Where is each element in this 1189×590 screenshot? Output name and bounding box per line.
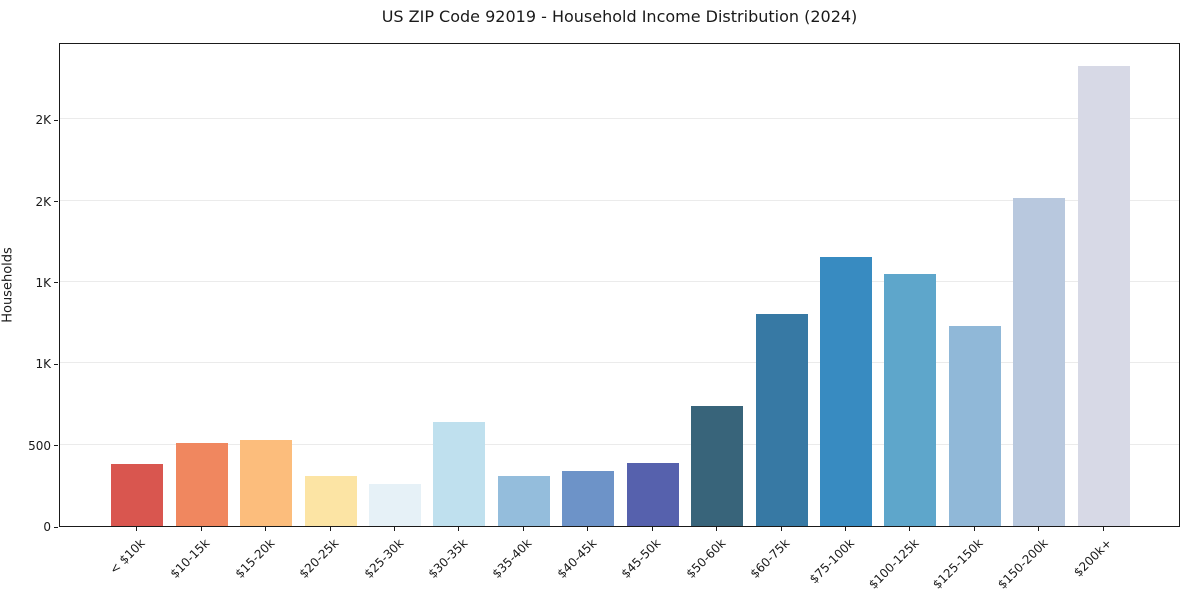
plot-area	[59, 43, 1180, 527]
x-tick-label: $25-30k	[361, 536, 406, 581]
x-tick-label: $40-45k	[554, 536, 600, 581]
gridline-y-1000	[60, 362, 1179, 364]
bar-60-75k	[755, 313, 808, 526]
x-tick-mark	[393, 527, 395, 531]
bar-45-50k	[626, 462, 679, 526]
bar-50-60k	[691, 406, 744, 526]
x-tick-label: $150-200k	[994, 536, 1051, 590]
x-tick-label: $100-125k	[865, 536, 922, 590]
bar-125-150k	[948, 325, 1001, 526]
x-tick-mark	[587, 527, 589, 531]
x-tick-mark	[265, 527, 267, 531]
bar-75-100k	[820, 256, 873, 526]
y-tick-mark	[54, 201, 58, 203]
y-tick-label: 500	[28, 438, 51, 453]
bar-200k+	[1077, 66, 1130, 526]
bar-35-40k	[497, 475, 550, 526]
x-tick-label: $20-25k	[296, 536, 342, 581]
y-tick-label: 2K	[35, 113, 51, 128]
bar-30-35k	[433, 421, 486, 526]
x-tick-mark	[973, 527, 975, 531]
bar-25-30k	[368, 483, 421, 526]
y-tick-label: 0	[43, 520, 51, 534]
x-tick-label: $35-40k	[489, 536, 535, 581]
bar-20-25k	[304, 476, 357, 526]
x-tick-label: $200k+	[1071, 536, 1115, 580]
x-tick-mark	[716, 527, 718, 531]
x-tick-label: $15-20k	[232, 536, 277, 581]
gridline-y-500	[60, 443, 1179, 445]
y-tick-mark	[54, 282, 58, 284]
x-tick-mark	[909, 527, 911, 531]
x-tick-label: $125-150k	[930, 536, 986, 590]
y-tick-mark	[54, 445, 58, 447]
chart-title: US ZIP Code 92019 - Household Income Dis…	[381, 7, 858, 26]
x-tick-mark	[458, 527, 460, 531]
x-tick-label: $50-60k	[683, 536, 729, 581]
gridline-y-2500	[60, 118, 1179, 120]
y-tick-label: 1K	[35, 275, 51, 290]
x-tick-mark	[329, 527, 331, 531]
x-tick-mark	[845, 527, 847, 531]
bar-150-200k	[1013, 198, 1066, 526]
x-tick-label: $10-15k	[167, 536, 213, 581]
x-tick-label: < $10k	[107, 536, 149, 577]
x-tick-mark	[136, 527, 138, 531]
x-tick-label: $75-100k	[806, 536, 857, 587]
bar-10k	[111, 464, 164, 526]
y-tick-mark	[54, 119, 58, 121]
x-tick-mark	[522, 527, 524, 531]
x-tick-label: $60-75k	[747, 536, 793, 581]
x-tick-mark	[1102, 527, 1104, 531]
gridline-y-2000	[60, 199, 1179, 201]
x-tick-label: $45-50k	[618, 536, 664, 581]
x-tick-mark	[200, 527, 202, 531]
bar-100-125k	[884, 273, 937, 526]
y-tick-mark	[54, 526, 58, 528]
y-tick-label: 2K	[35, 194, 51, 209]
x-tick-mark	[651, 527, 653, 531]
x-tick-label: $30-35k	[425, 536, 471, 581]
gridline-y-1500	[60, 280, 1179, 282]
x-tick-mark	[780, 527, 782, 531]
bar-40-45k	[562, 470, 615, 526]
bar-10-15k	[175, 443, 228, 526]
y-tick-mark	[54, 363, 58, 365]
x-tick-mark	[1038, 527, 1040, 531]
y-tick-label: 1K	[35, 357, 51, 372]
bar-15-20k	[240, 439, 293, 526]
